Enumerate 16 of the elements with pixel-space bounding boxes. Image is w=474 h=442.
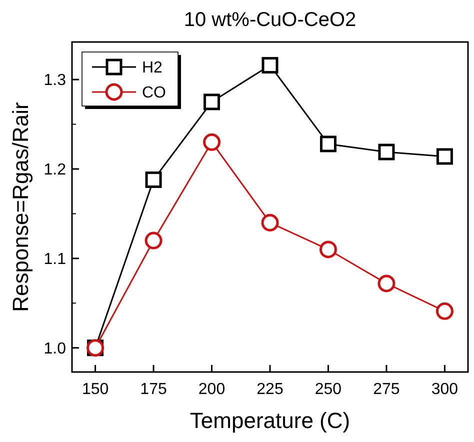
y-tick-label: 1.3: [44, 72, 66, 90]
x-tick-label: 175: [140, 381, 167, 398]
x-tick-label: 300: [431, 381, 458, 398]
y-tick-label: 1.2: [44, 162, 66, 179]
x-tick-label: 225: [256, 381, 284, 398]
x-tick-label: 150: [82, 381, 109, 398]
x-tick-label: 200: [198, 381, 226, 398]
legend-label: H2: [142, 60, 163, 77]
x-tick-label: 250: [314, 381, 342, 398]
chart-title: 10 wt%-CuO-CeO2: [184, 9, 356, 31]
y-tick-label: 1.0: [44, 340, 66, 358]
x-axis-title: Temperature (C): [190, 408, 350, 433]
legend-label: CO: [142, 84, 166, 102]
x-tick-label: 275: [373, 381, 400, 398]
y-tick-label: 1.1: [44, 251, 66, 268]
y-axis-title: Response=Rgas/Rair: [8, 102, 33, 312]
